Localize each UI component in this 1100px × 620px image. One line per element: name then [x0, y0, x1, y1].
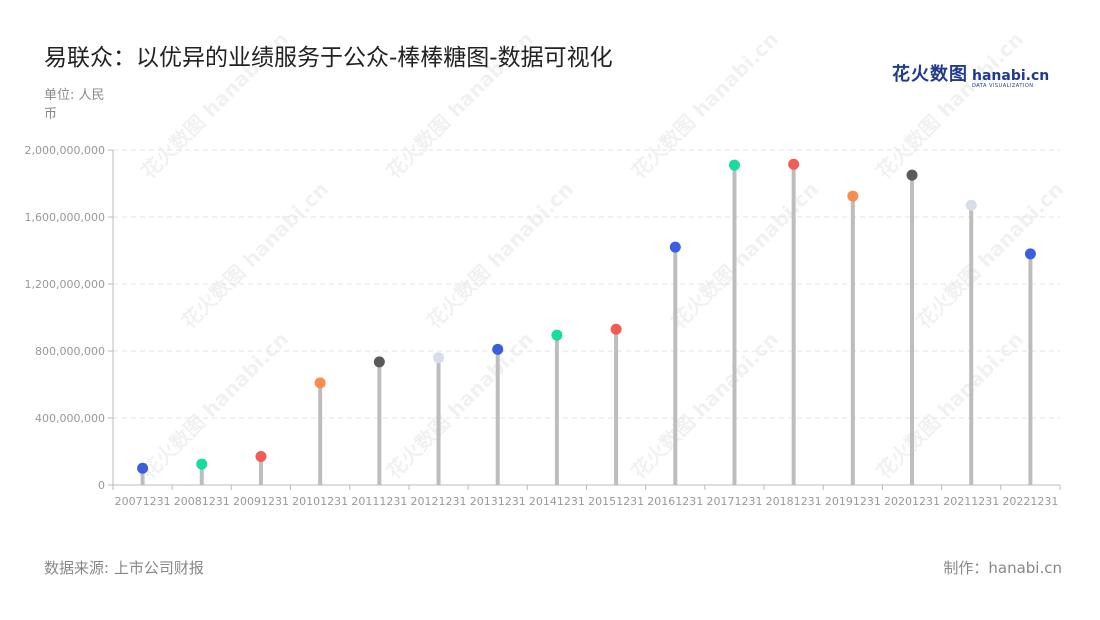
lollipop-point [669, 241, 681, 253]
lollipop-stick [614, 329, 619, 485]
brand-logo-cn: 花火数图 [892, 64, 968, 85]
lollipop-stick [850, 196, 855, 485]
lollipop-stick [199, 464, 204, 485]
lollipop-point [788, 158, 800, 170]
watermark-text: 花火数图 hanabi.cn [137, 27, 293, 183]
lollipop-point [492, 343, 504, 355]
lollipop-point [1024, 248, 1036, 260]
y-tick-label: 1,200,000,000 [25, 278, 105, 291]
x-tick-label: 20181231 [766, 495, 822, 508]
lollipop-point [551, 329, 563, 341]
x-tick-label: 20211231 [943, 495, 999, 508]
lollipop-point [965, 199, 977, 211]
chart-title: 易联众：以优异的业绩服务于公众-棒棒糖图-数据可视化 [44, 45, 613, 71]
watermark-text: 花火数图 hanabi.cn [627, 27, 783, 183]
x-tick-label: 20141231 [529, 495, 585, 508]
lollipop-point [196, 458, 208, 470]
brand-logo-tagline: DATA VISUALIZATION [972, 83, 1034, 89]
credit: 制作：hanabi.cn [943, 559, 1062, 577]
grid-layer [113, 149, 1060, 419]
lollipop-stick [495, 349, 500, 485]
watermark-text: 花火数图 hanabi.cn [422, 177, 578, 333]
watermark-layer: 花火数图 hanabi.cn 花火数图 hanabi.cn 花火数图 hanabi.… [137, 27, 1068, 483]
watermark-text: 花火数图 hanabi.cn [872, 27, 1028, 183]
data-source: 数据来源: 上市公司财报 [44, 559, 204, 577]
lollipop-point [847, 190, 859, 202]
y-tick-label: 2,000,000,000 [25, 144, 105, 157]
watermark-text: 花火数图 hanabi.cn [382, 27, 538, 183]
lollipop-stick [791, 164, 796, 486]
lollipop-point [906, 169, 918, 181]
unit-label: 单位: 人民币 [44, 88, 105, 122]
y-tick-label: 0 [98, 479, 105, 492]
lollipop-stick [969, 205, 974, 485]
lollipop-point [610, 323, 622, 335]
lollipop-stick [258, 456, 263, 485]
lollipop-stick [910, 175, 915, 485]
x-tick-label: 20191231 [825, 495, 881, 508]
lollipop-stick [732, 165, 737, 485]
x-tick-label: 20171231 [706, 495, 762, 508]
lollipop-stick [673, 247, 678, 485]
x-tick-label: 20101231 [292, 495, 348, 508]
x-tick-label: 20131231 [470, 495, 526, 508]
brand-logo-en: hanabi.cn DATA VISUALIZATION [972, 69, 1049, 90]
lollipop-stick [436, 357, 441, 485]
lollipop-stick [377, 361, 382, 485]
lollipop-point [137, 462, 149, 474]
lollipop-point [433, 352, 445, 364]
watermark-text: 花火数图 hanabi.cn [627, 327, 783, 483]
x-tick-label: 20111231 [351, 495, 407, 508]
lollipop-point [728, 159, 740, 171]
lollipop-point [373, 356, 385, 368]
watermark-text: 花火数图 hanabi.cn [177, 177, 333, 333]
x-tick-label: 20151231 [588, 495, 644, 508]
x-tick-label: 20221231 [1002, 495, 1058, 508]
watermark-text: 花火数图 hanabi.cn [667, 177, 823, 333]
lollipop-stick [554, 335, 559, 485]
y-tick-label: 800,000,000 [35, 345, 105, 358]
stick-layer [140, 164, 1033, 486]
x-tick-label: 20121231 [411, 495, 467, 508]
brand-logo-domain: hanabi.cn [972, 68, 1050, 84]
x-tick-label: 20071231 [115, 495, 171, 508]
lollipop-stick [318, 382, 323, 485]
x-tick-label: 20091231 [233, 495, 289, 508]
x-tick-label: 20081231 [174, 495, 230, 508]
point-layer [137, 158, 1036, 474]
x-tick-label: 20161231 [647, 495, 703, 508]
lollipop-point [314, 377, 326, 389]
y-tick-label: 400,000,000 [35, 412, 105, 425]
brand-logo: 花火数图 hanabi.cn DATA VISUALIZATION [892, 60, 1049, 90]
x-tick-label: 20201231 [884, 495, 940, 508]
watermark-text: 花火数图 hanabi.cn [912, 177, 1068, 333]
y-tick-label: 1,600,000,000 [25, 211, 105, 224]
lollipop-stick [140, 468, 145, 485]
axis-layer: 0 400,000,000 800,000,000 1,200,000,000 1,60… [25, 144, 1061, 508]
lollipop-point [255, 451, 267, 463]
lollipop-stick [1028, 253, 1033, 485]
